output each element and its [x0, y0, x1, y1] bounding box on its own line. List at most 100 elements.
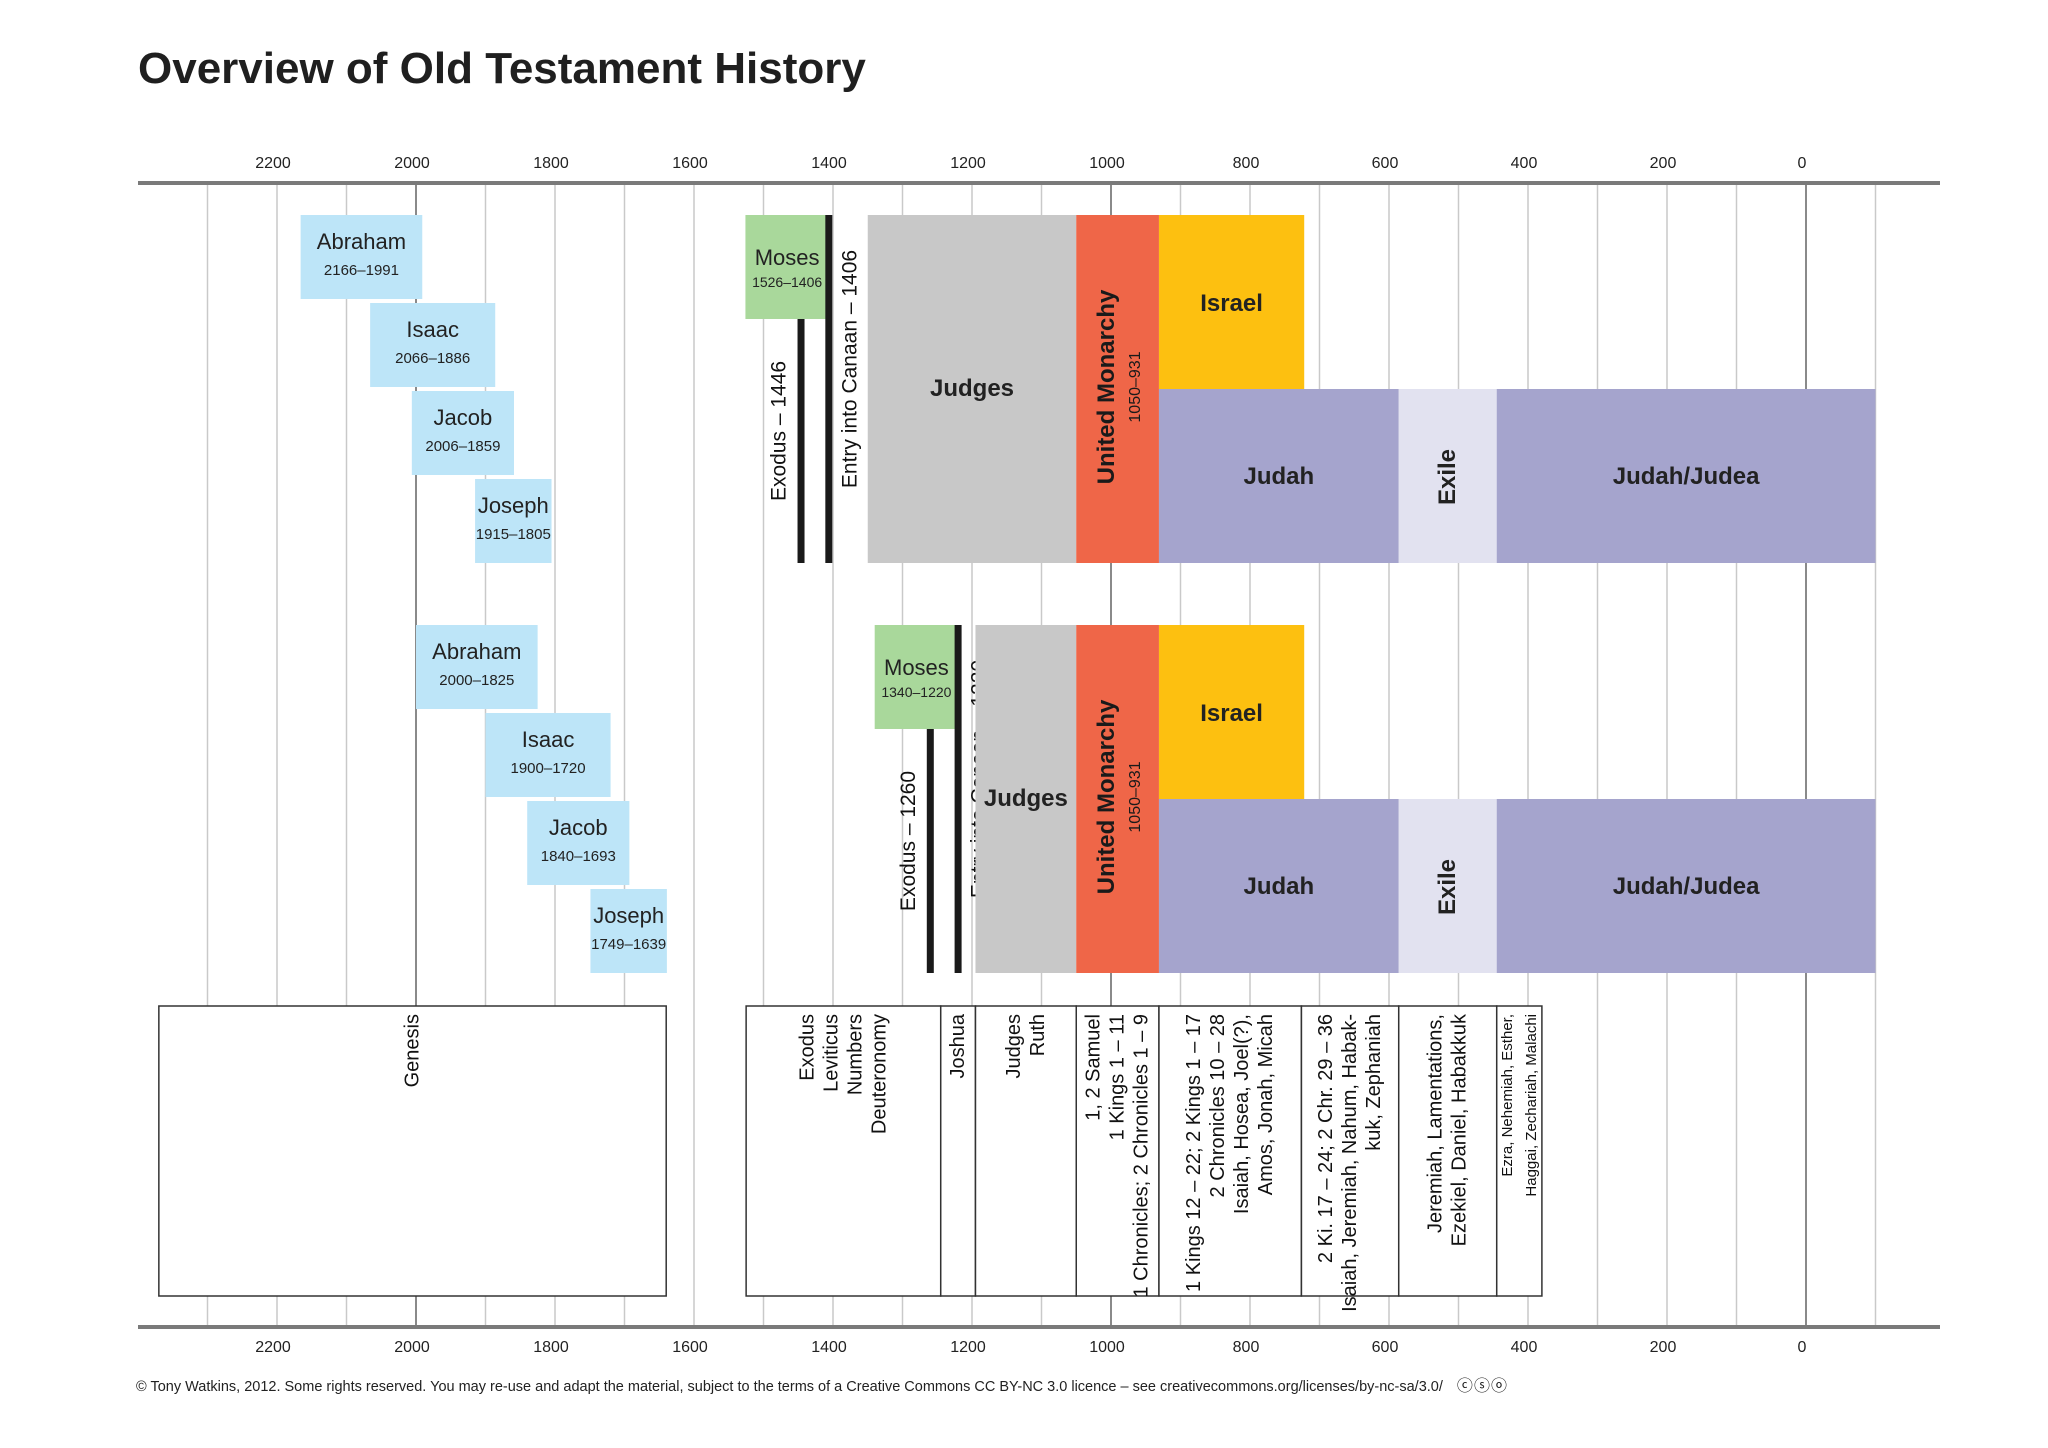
israel-box	[1158, 215, 1305, 389]
exile-box	[1398, 799, 1497, 973]
judea-box	[1496, 799, 1876, 973]
patriarch-dates: 1840–1693	[541, 848, 616, 865]
book-line: 1 Chronicles; 2 Chronicles 1 – 9	[1131, 1014, 1153, 1297]
tick-label-1800: 1800	[533, 1339, 569, 1356]
moses-name: Moses	[884, 655, 949, 680]
book-line: 2 Chronicles 10 – 28	[1207, 1014, 1229, 1197]
judges-box	[867, 215, 1077, 563]
tick-label-1600: 1600	[672, 155, 708, 172]
book-cell-3	[974, 1005, 1077, 1297]
share-alike-icon: ⓞ	[1490, 1378, 1508, 1395]
tick-label-1000: 1000	[1089, 1339, 1125, 1356]
late-chronology-band: Abraham 2000–1825 Isaac 1900–1720 Jacob 1840–…	[416, 625, 1876, 973]
israel-box	[1158, 625, 1305, 799]
tick-label-400: 400	[1511, 155, 1538, 172]
patriarch-dates: 1749–1639	[591, 936, 666, 953]
tick-label-2000: 2000	[394, 155, 430, 172]
exile-box	[1398, 389, 1497, 563]
patriarch-name: Abraham	[317, 229, 406, 254]
book-line: Amos, Jonah, Micah	[1255, 1014, 1277, 1195]
exodus-label: Exodus – 1446	[768, 361, 791, 501]
exile-label: Exile	[1434, 859, 1461, 915]
tick-label-200: 200	[1650, 155, 1677, 172]
book-line: 1 Kings 1 – 11	[1107, 1014, 1129, 1140]
exodus-label: Exodus – 1260	[897, 771, 920, 911]
patriarch-box-isaac	[370, 303, 496, 387]
book-line: Deuteronomy	[868, 1014, 890, 1134]
copyright-credit: © Tony Watkins, 2012. Some rights reserv…	[136, 1372, 1508, 1396]
patriarch-name: Joseph	[478, 493, 549, 518]
book-line: Numbers	[844, 1014, 866, 1095]
patriarch-name: Joseph	[593, 903, 664, 928]
patriarch-box-abraham	[300, 215, 423, 299]
patriarch-dates: 1915–1805	[476, 526, 551, 543]
tick-label-1400: 1400	[811, 1339, 847, 1356]
tick-label-400: 400	[1511, 1339, 1538, 1356]
bottom-axis: 2200 2000 1800 1600 1400 1200 1000 800 600 400 200…	[138, 1325, 1940, 1356]
tick-label-2200: 2200	[255, 1339, 291, 1356]
book-line: kuk, Zephaniah	[1363, 1014, 1385, 1151]
book-cell-8	[1495, 1005, 1543, 1297]
patriarch-box-jacob	[411, 391, 514, 475]
judea-label: Judah/Judea	[1613, 873, 1760, 900]
entry-marker	[954, 625, 962, 973]
tick-label-1000: 1000	[1089, 155, 1125, 172]
book-line: 2 Ki. 17 – 24; 2 Chr. 29 – 36	[1315, 1014, 1337, 1263]
patriarch-name: Isaac	[406, 317, 459, 342]
united-monarchy-label: United Monarchy	[1093, 699, 1120, 894]
united-monarchy-label: United Monarchy	[1093, 289, 1120, 484]
united-monarchy-box	[1076, 625, 1159, 973]
tick-label-600: 600	[1372, 155, 1399, 172]
book-line: Genesis	[402, 1014, 424, 1087]
moses-dates: 1340–1220	[881, 684, 951, 700]
tick-label-2000: 2000	[394, 1339, 430, 1356]
exodus-marker	[797, 319, 805, 563]
book-line: Ruth	[1027, 1014, 1049, 1056]
moses-dates: 1526–1406	[752, 274, 822, 290]
book-line: 1, 2 Samuel	[1083, 1014, 1105, 1121]
united-monarchy-box	[1076, 215, 1159, 563]
patriarch-name: Isaac	[522, 727, 575, 752]
judea-label: Judah/Judea	[1613, 463, 1760, 490]
tick-label-800: 800	[1233, 1339, 1260, 1356]
judges-label: Judges	[930, 375, 1014, 402]
tick-label-2200: 2200	[255, 155, 291, 172]
judah-label: Judah	[1243, 873, 1314, 900]
tick-label-200: 200	[1650, 1339, 1677, 1356]
tick-label-1400: 1400	[811, 155, 847, 172]
tick-label-800: 800	[1233, 155, 1260, 172]
united-monarchy-dates: 1050–931	[1127, 351, 1144, 422]
moses-box	[874, 625, 959, 729]
credit-text: © Tony Watkins, 2012. Some rights reserv…	[136, 1379, 1443, 1395]
book-cell-4	[1075, 1005, 1160, 1297]
book-line: Judges	[1003, 1014, 1025, 1078]
page-title: Overview of Old Testament History	[138, 44, 866, 93]
book-line: Haggai, Zechariah, Malachi	[1523, 1014, 1540, 1197]
patriarch-dates: 2066–1886	[395, 350, 470, 367]
book-line: Ezra, Nehemiah, Esther,	[1499, 1014, 1516, 1177]
patriarch-box-jacob	[527, 801, 630, 885]
judah-box	[1158, 389, 1399, 563]
cc-icon: ⓒ	[1456, 1378, 1474, 1395]
patriarch-dates: 2006–1859	[425, 438, 500, 455]
patriarch-box-isaac	[485, 713, 611, 797]
exile-label: Exile	[1434, 449, 1461, 505]
tick-label-600: 600	[1372, 1339, 1399, 1356]
judah-label: Judah	[1243, 463, 1314, 490]
top-axis: 2200 2000 1800 1600 1400 1200 1000 800 600 400 200…	[138, 155, 1940, 185]
tick-label-0: 0	[1798, 1339, 1807, 1356]
united-monarchy-dates: 1050–931	[1127, 761, 1144, 832]
israel-label: Israel	[1200, 700, 1263, 727]
book-cell-0	[158, 1005, 667, 1297]
patriarch-dates: 2166–1991	[324, 262, 399, 279]
exodus-marker	[926, 729, 934, 973]
patriarch-box-abraham	[416, 625, 538, 709]
patriarch-dates: 1900–1720	[511, 760, 586, 777]
patriarch-dates: 2000–1825	[439, 672, 514, 689]
book-line: Leviticus	[820, 1014, 842, 1092]
judges-label: Judges	[984, 785, 1068, 812]
tick-label-0: 0	[1798, 155, 1807, 172]
book-line: Ezekiel, Daniel, Habakkuk	[1449, 1013, 1471, 1246]
book-cell-2	[939, 1005, 977, 1297]
